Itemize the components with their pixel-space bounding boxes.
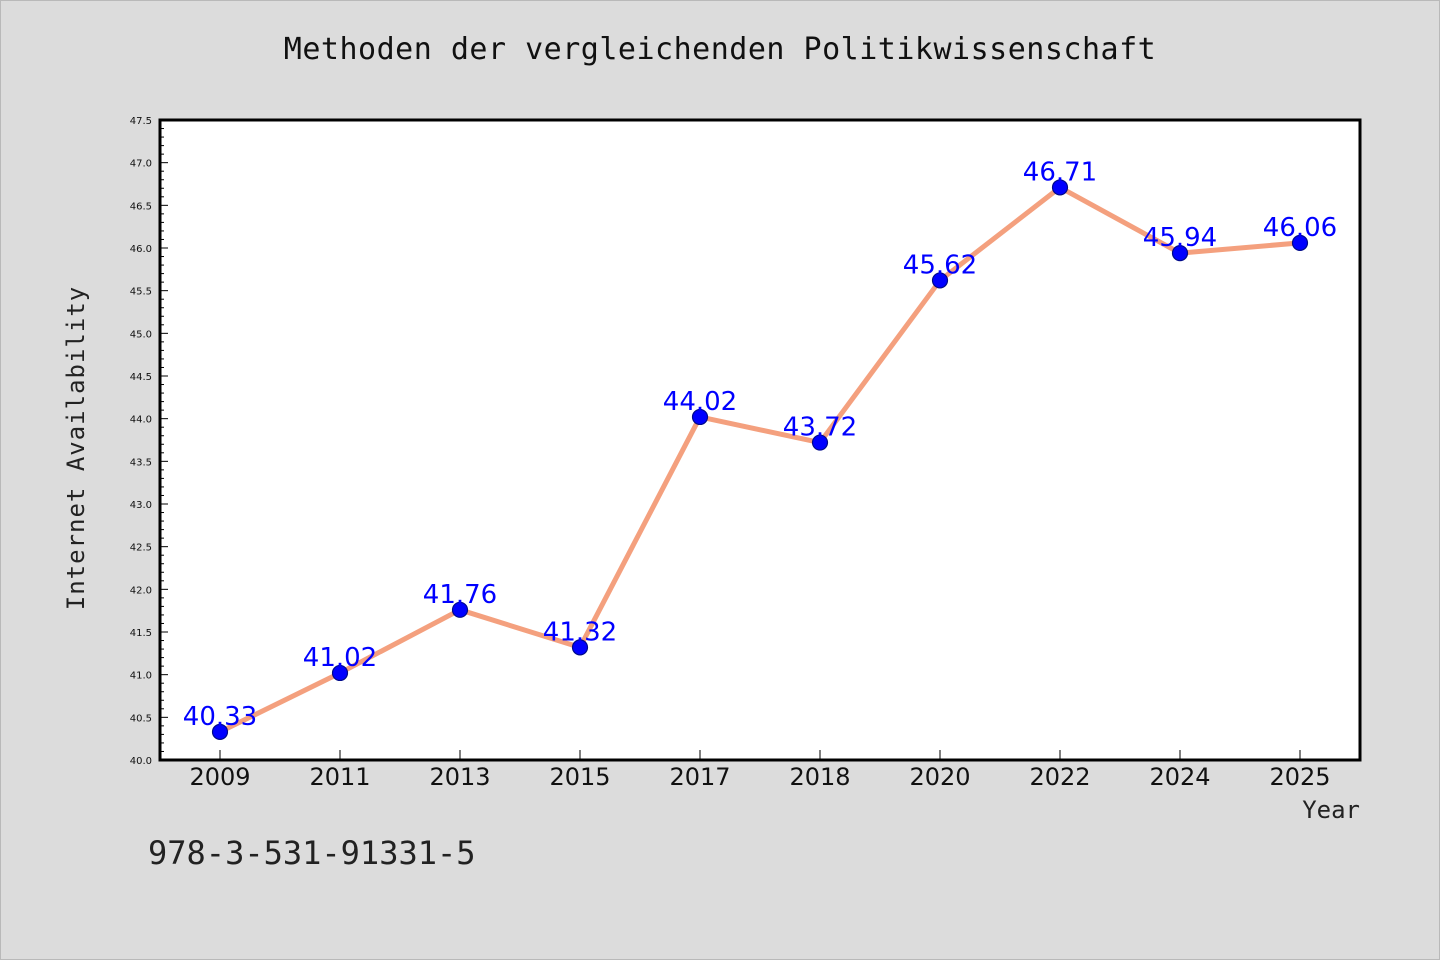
x-axis-ticks: 2009 2011 2013 2015 2017 2018 2020 2022 2024 2025 — [189, 750, 1331, 791]
data-label: 41.76 — [423, 580, 497, 610]
x-tick-label: 2011 — [309, 763, 370, 791]
x-axis-label: Year — [1302, 796, 1360, 824]
data-label: 45.62 — [903, 250, 977, 280]
data-label: 45.94 — [1143, 223, 1217, 253]
series-line — [218, 184, 1301, 735]
data-label: 41.02 — [303, 643, 377, 673]
data-label: 41.32 — [543, 617, 617, 647]
data-point — [1051, 179, 1069, 196]
data-point — [331, 664, 349, 682]
x-tick-label: 2015 — [549, 763, 610, 791]
y-tick-label: 45.0 — [130, 329, 152, 340]
data-point — [931, 272, 949, 289]
y-tick-label: 41.0 — [130, 671, 152, 682]
x-tick-label: 2024 — [1149, 763, 1210, 791]
y-tick-label: 44.0 — [130, 415, 152, 426]
series-layer — [211, 179, 1309, 740]
y-tick-label: 43.5 — [130, 457, 152, 468]
y-tick-label: 43.0 — [130, 500, 152, 511]
data-point — [1171, 245, 1189, 262]
x-tick-label: 2022 — [1029, 763, 1090, 791]
data-label: 44.02 — [663, 387, 737, 417]
x-tick-label: 2017 — [669, 763, 730, 791]
y-tick-label: 47.5 — [130, 116, 152, 127]
y-tick-label: 46.0 — [130, 244, 152, 255]
data-point — [451, 601, 469, 618]
data-label: 43.72 — [783, 413, 857, 443]
data-point — [1291, 234, 1309, 251]
y-tick-label: 47.0 — [130, 159, 152, 170]
data-labels-layer: 40.33 41.02 41.76 41.32 44.02 43.72 45.62 46.71… — [183, 157, 1337, 731]
y-tick-label: 40.0 — [130, 756, 152, 767]
x-tick-label: 2009 — [189, 763, 250, 791]
isbn-text: 978-3-531-91331-5 — [148, 834, 476, 872]
y-tick-label: 41.5 — [130, 628, 152, 639]
chart-title: Methoden der vergleichenden Politikwisse… — [283, 32, 1157, 67]
data-point — [211, 723, 229, 740]
y-tick-label: 46.5 — [130, 201, 152, 212]
data-point — [811, 434, 829, 451]
data-label: 46.71 — [1023, 157, 1097, 187]
data-label: 46.06 — [1263, 213, 1337, 243]
x-tick-label: 2025 — [1269, 763, 1330, 791]
y-axis-ticks: 40.0 40.5 41.0 41.5 42.0 42.5 43.0 43.5 44.0 44.5… — [130, 116, 168, 767]
x-tick-label: 2018 — [789, 763, 850, 791]
y-tick-label: 45.5 — [130, 287, 152, 298]
data-point — [691, 408, 709, 426]
x-tick-label: 2013 — [429, 763, 490, 791]
y-tick-label: 44.5 — [130, 372, 152, 383]
data-label: 40.33 — [183, 702, 257, 732]
y-tick-label: 40.5 — [130, 713, 152, 724]
plot-area — [158, 118, 1362, 762]
y-tick-label: 42.5 — [130, 543, 152, 554]
x-tick-label: 2020 — [909, 763, 970, 791]
y-tick-label: 42.0 — [130, 585, 152, 596]
data-point — [571, 639, 589, 656]
